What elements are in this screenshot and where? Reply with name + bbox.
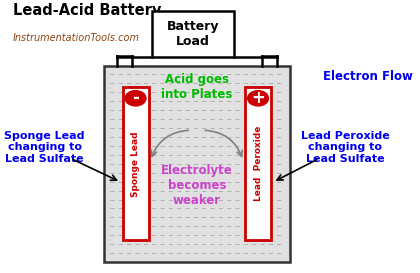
Circle shape — [248, 91, 268, 106]
Text: InstrumentationTools.com: InstrumentationTools.com — [13, 33, 140, 43]
Text: Acid goes
into Plates: Acid goes into Plates — [161, 73, 233, 101]
Text: Sponge Lead: Sponge Lead — [131, 131, 140, 197]
Text: Lead  Peroxide: Lead Peroxide — [254, 126, 262, 201]
Text: Lead-Acid Battery: Lead-Acid Battery — [13, 3, 161, 18]
Text: Lead Peroxide
changing to
Lead Sulfate: Lead Peroxide changing to Lead Sulfate — [301, 131, 390, 164]
Text: -: - — [132, 89, 139, 107]
Text: Sponge Lead
changing to
Lead Sulfate: Sponge Lead changing to Lead Sulfate — [4, 131, 85, 164]
Text: Electron Flow: Electron Flow — [323, 70, 413, 83]
Bar — [123, 87, 149, 240]
Text: Electrolyte
becomes
weaker: Electrolyte becomes weaker — [161, 164, 233, 207]
Circle shape — [125, 91, 146, 106]
Text: Battery
Load: Battery Load — [167, 20, 219, 48]
Bar — [104, 66, 290, 262]
Bar — [152, 11, 234, 57]
Bar — [245, 87, 271, 240]
Text: +: + — [251, 89, 265, 107]
